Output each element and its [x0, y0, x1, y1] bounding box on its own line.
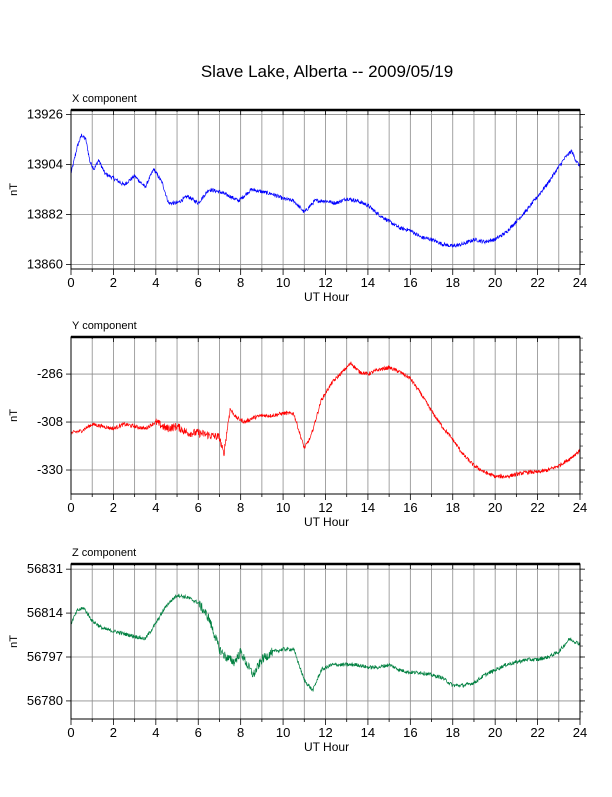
x-tick-label: 20	[488, 725, 502, 740]
panel-title: Y component	[72, 320, 137, 332]
y-tick-label: 13926	[27, 107, 63, 122]
x-tick-label: 22	[530, 725, 544, 740]
panel-title: X component	[72, 93, 137, 105]
y-tick-label: 13882	[27, 206, 63, 221]
x-tick-label: 24	[573, 275, 587, 290]
x-tick-label: 2	[110, 275, 117, 290]
x-tick-label: 6	[195, 725, 202, 740]
x-axis-label: UT Hour	[304, 740, 349, 754]
x-tick-label: 22	[530, 500, 544, 515]
x-tick-label: 2	[110, 725, 117, 740]
x-tick-label: 14	[361, 500, 375, 515]
x-axis-label: UT Hour	[304, 515, 349, 529]
y-tick-label: 13904	[27, 157, 63, 172]
y-tick-label: 56797	[27, 649, 63, 664]
x-tick-label: 24	[573, 725, 587, 740]
x-tick-label: 18	[446, 725, 460, 740]
x-tick-label: 18	[446, 500, 460, 515]
series-line	[70, 593, 581, 692]
y-tick-label: 13860	[27, 256, 63, 271]
y-axis-label: nT	[8, 635, 20, 648]
y-tick-label: 56814	[27, 605, 63, 620]
x-tick-label: 20	[488, 500, 502, 515]
x-tick-label: 10	[276, 725, 290, 740]
x-tick-label: 14	[361, 275, 375, 290]
x-tick-label: 2	[110, 500, 117, 515]
x-tick-label: 10	[276, 500, 290, 515]
x-tick-label: 8	[237, 500, 244, 515]
x-tick-label: 6	[195, 500, 202, 515]
y-tick-label: 56831	[27, 561, 63, 576]
panel-3: 0 2 4 6 8 10 12 14 16 18 20 22 245678056797568145683…	[8, 547, 587, 754]
y-tick-label: -286	[37, 366, 63, 381]
y-tick-label: -308	[37, 414, 63, 429]
x-tick-label: 8	[237, 275, 244, 290]
x-tick-label: 14	[361, 725, 375, 740]
x-tick-label: 16	[403, 275, 417, 290]
x-tick-label: 12	[318, 725, 332, 740]
series-line	[70, 133, 581, 249]
x-tick-label: 10	[276, 275, 290, 290]
x-tick-label: 12	[318, 275, 332, 290]
figure-title: Slave Lake, Alberta -- 2009/05/19	[201, 62, 453, 81]
x-tick-label: 0	[67, 725, 74, 740]
x-tick-label: 12	[318, 500, 332, 515]
x-tick-label: 24	[573, 500, 587, 515]
y-tick-label: -330	[37, 462, 63, 477]
y-axis-label: nT	[8, 409, 20, 422]
x-tick-label: 6	[195, 275, 202, 290]
series-line	[70, 361, 581, 480]
x-tick-label: 4	[152, 500, 159, 515]
x-tick-label: 4	[152, 725, 159, 740]
x-tick-label: 20	[488, 275, 502, 290]
x-tick-label: 18	[446, 275, 460, 290]
x-tick-label: 0	[67, 500, 74, 515]
x-tick-label: 4	[152, 275, 159, 290]
x-tick-label: 16	[403, 725, 417, 740]
x-tick-label: 22	[530, 275, 544, 290]
x-tick-label: 16	[403, 500, 417, 515]
y-axis-label: nT	[8, 183, 20, 196]
x-axis-label: UT Hour	[304, 290, 349, 304]
panel-title: Z component	[72, 547, 136, 559]
x-tick-label: 0	[67, 275, 74, 290]
x-tick-label: 8	[237, 725, 244, 740]
y-tick-label: 56780	[27, 693, 63, 708]
panel-1: 0 2 4 6 8 10 12 14 16 18 20 22 241386013882139041392…	[8, 93, 587, 304]
